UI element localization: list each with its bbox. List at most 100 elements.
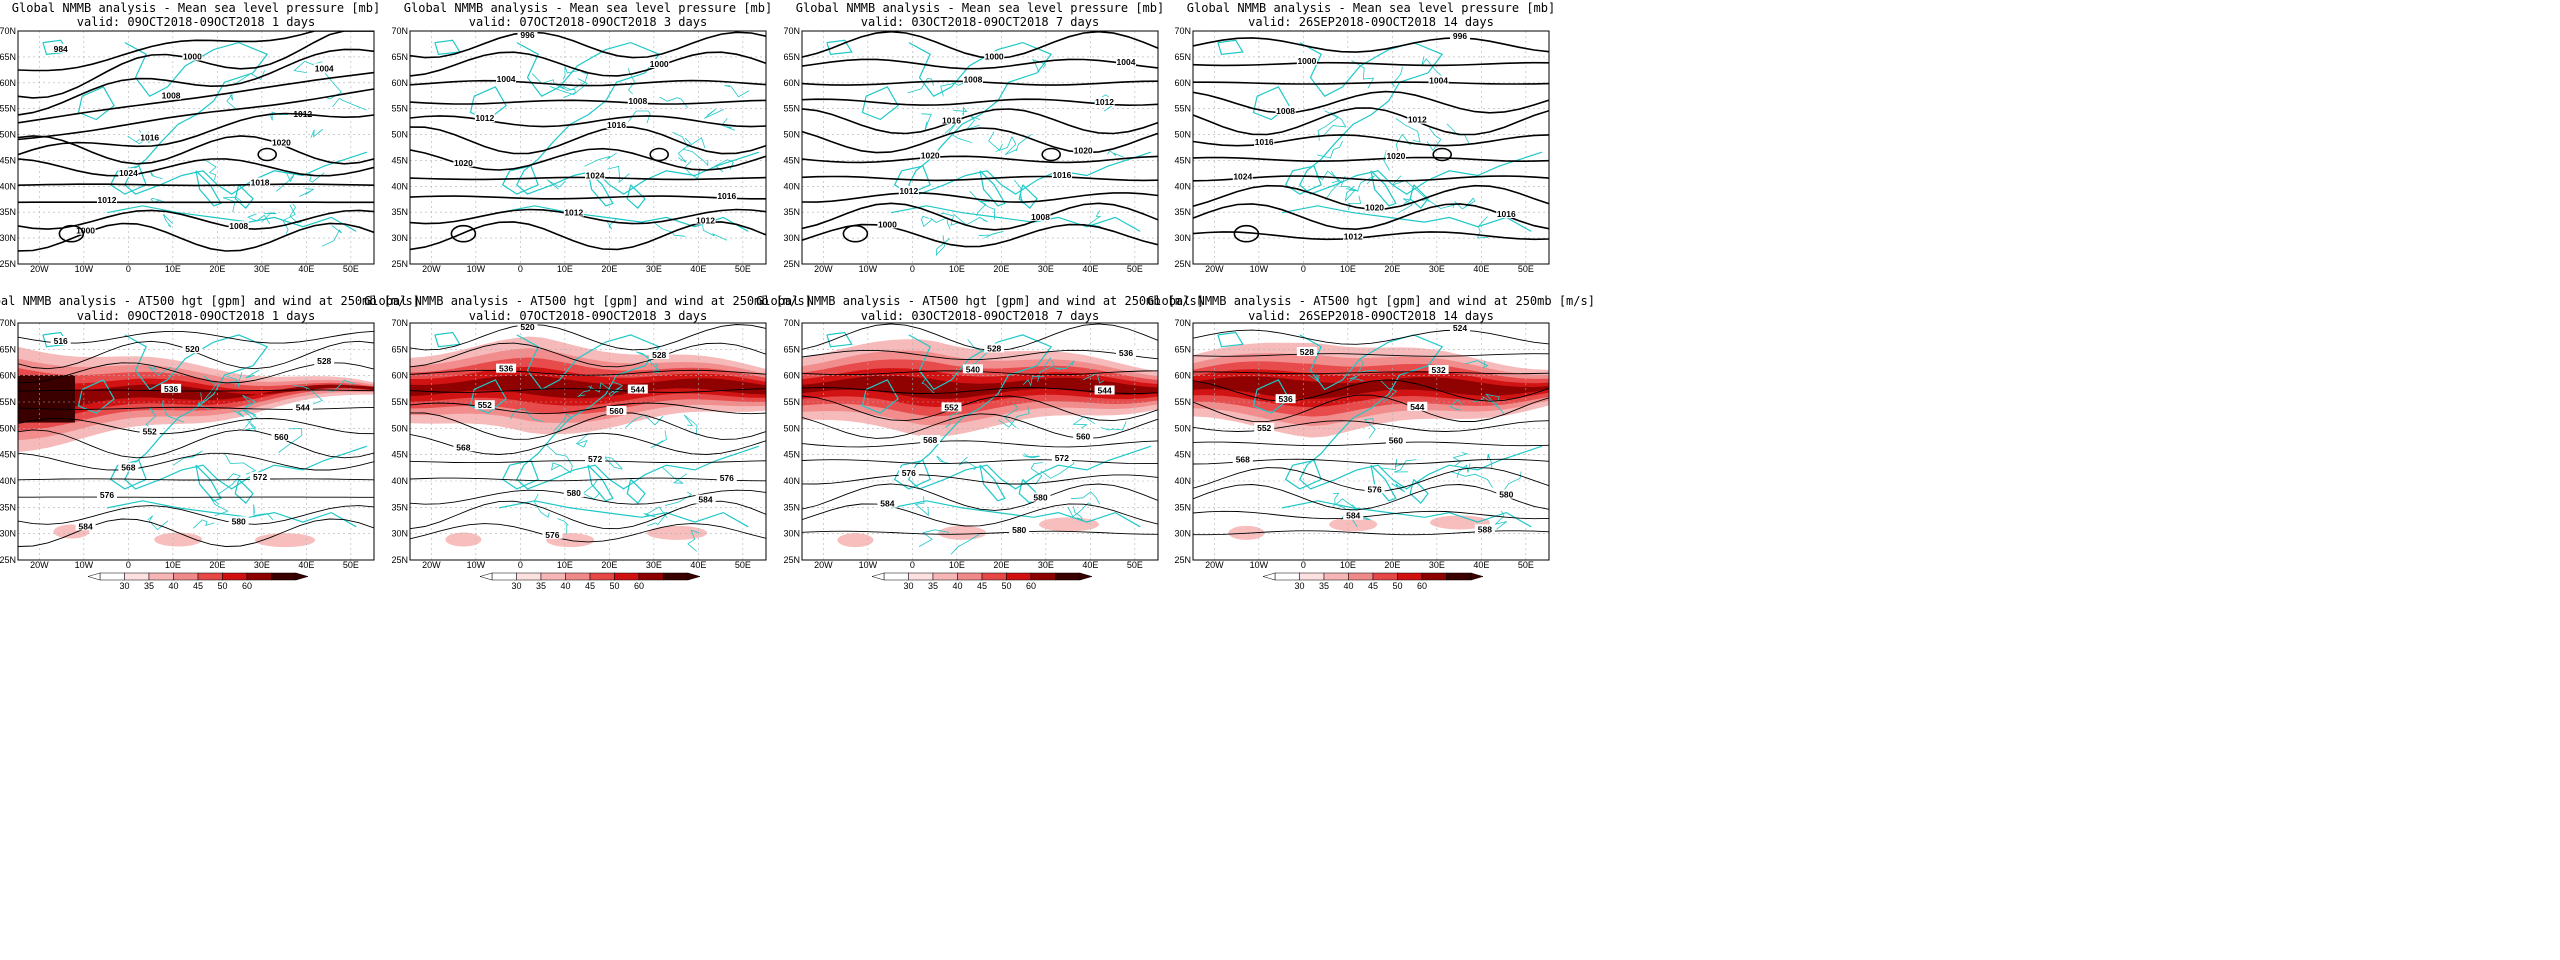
map-frame [801, 322, 1159, 561]
contour-label-bg [877, 219, 898, 229]
lat-label: 45N [0, 450, 16, 460]
lon-label: 50E [1127, 264, 1143, 274]
contour-line [802, 202, 1158, 231]
lon-label: 30E [646, 560, 662, 570]
lat-label: 50N [0, 423, 16, 433]
contour-label-bg [962, 74, 983, 84]
lat-label: 40N [1174, 181, 1191, 191]
border-line [193, 519, 215, 529]
border-line [606, 218, 625, 230]
colorbar-swatch [638, 572, 664, 581]
border-line [1324, 111, 1347, 135]
border-line [953, 213, 988, 226]
contour-label-bg [453, 157, 474, 167]
contour-label-bg [1094, 97, 1115, 107]
lat-label: 60N [783, 78, 800, 88]
lat-label: 50N [783, 130, 800, 140]
contour-label-bg [1407, 401, 1428, 411]
lat-label: 55N [391, 104, 408, 114]
pressure-cell [450, 224, 477, 243]
contour-label-bg [139, 132, 160, 142]
lat-label: 30N [1174, 233, 1191, 243]
contour-label: 1024 [119, 168, 138, 178]
border-line [950, 532, 982, 555]
coastline [42, 39, 368, 232]
border-line [1315, 170, 1341, 184]
lat-label: 40N [783, 476, 800, 486]
pressure-cell [842, 224, 869, 243]
panel-valid-period: valid: 09OCT2018-09OCT2018 1 days [77, 309, 315, 323]
border-line [627, 68, 635, 95]
border-line [245, 369, 260, 379]
lat-label: 45N [0, 155, 16, 165]
lon-label: 10W [859, 560, 878, 570]
border-line [147, 515, 169, 531]
pressure-cell [1432, 147, 1452, 162]
contour-label: 576 [720, 473, 734, 483]
border-line [1347, 195, 1362, 211]
contour-label-bg [649, 59, 670, 68]
contour-line [802, 58, 1158, 70]
border-line [1391, 482, 1406, 493]
lon-label: 20W [814, 560, 833, 570]
border-line [1395, 118, 1421, 143]
contour-line [410, 51, 766, 77]
lat-label: 70N [0, 318, 16, 328]
lat-label: 40N [1174, 476, 1191, 486]
contour-line [410, 208, 766, 225]
border-line [1487, 453, 1493, 470]
contour-label: 528 [652, 350, 666, 360]
contour-line [802, 413, 1158, 439]
border-line [549, 78, 588, 95]
colorbar-swatch [614, 572, 640, 581]
colorbar-arrow [1470, 572, 1484, 581]
lat-label: 25N [391, 259, 408, 269]
lat-label: 30N [1174, 529, 1191, 539]
border-line [684, 160, 701, 180]
panel-title: Global NMMB analysis - AT500 hgt [gpm] a… [1147, 294, 1595, 308]
contour-label-bg [1073, 145, 1094, 155]
lat-label: 40N [0, 476, 16, 486]
border-line [546, 179, 566, 190]
lat-label: 30N [391, 233, 408, 243]
border-line [958, 456, 978, 471]
contour-label: 532 [1432, 365, 1446, 375]
contour-label-bg [182, 51, 203, 61]
lon-label: 30E [254, 560, 270, 570]
colorbar-swatch [1030, 572, 1056, 581]
contour-label: 580 [1012, 525, 1026, 535]
border-line [1087, 210, 1102, 228]
contour-label: 1004 [1429, 76, 1448, 86]
colorbar-swatch [246, 572, 272, 581]
lon-label: 20E [209, 264, 225, 274]
lat-label: 25N [783, 259, 800, 269]
contour-line [18, 478, 374, 481]
contour-label-bg [97, 195, 117, 205]
border-line [253, 504, 274, 521]
wind-blob [154, 532, 203, 547]
panel-valid-period: valid: 26SEP2018-09OCT2018 14 days [1248, 309, 1494, 323]
contour-label: 568 [923, 435, 937, 445]
contour-label: 1012 [98, 195, 117, 205]
colorbar-label: 30 [903, 581, 913, 591]
contour-label-bg [898, 185, 919, 195]
colorbar-swatch [148, 572, 174, 581]
contour-label-bg [1094, 385, 1115, 395]
wind-blob [255, 533, 315, 548]
contour-label-bg [1073, 431, 1094, 441]
wind-blob [647, 525, 707, 540]
contour-line [18, 48, 374, 116]
lon-label: 40E [1082, 560, 1098, 570]
border-line [226, 371, 243, 388]
contour-line [410, 388, 766, 393]
contour-label: 1000 [878, 219, 897, 229]
contour-line [410, 115, 766, 128]
colorbar-swatch [271, 572, 297, 581]
lon-label: 20E [601, 264, 617, 274]
contour-label: 1012 [1095, 97, 1114, 107]
contour-label-bg [695, 215, 716, 225]
lon-label: 20E [209, 560, 225, 570]
lat-label: 50N [391, 130, 408, 140]
border-line [269, 111, 289, 121]
contour-label-bg [627, 384, 648, 394]
